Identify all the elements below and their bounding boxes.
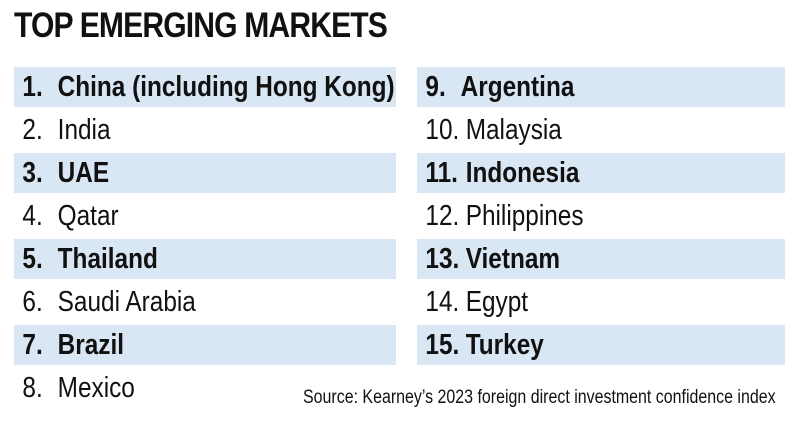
rank-number: 2. [22,113,43,146]
rank-number: 10. [425,113,460,146]
list-item: 2. India [14,110,396,150]
country-name: China (including Hong Kong) [57,70,395,103]
rank-number: 12. [425,199,460,232]
page-title: TOP EMERGING MARKETS [14,6,388,45]
rank-number: 7. [22,328,43,361]
rank-number: 4. [22,199,43,232]
list-item: 3. UAE [14,153,396,193]
ranking-column-right: 9. Argentina 10. Malaysia 11. Indonesia 12.… [417,67,785,368]
list-item: 13. Vietnam [417,239,785,279]
country-name: Vietnam [465,242,561,275]
country-name: Malaysia [465,113,562,146]
rank-number: 8. [22,371,43,404]
country-name: Egypt [465,285,529,318]
country-name: Argentina [460,70,575,103]
country-name: Mexico [57,371,135,404]
list-item: 5. Thailand [14,239,396,279]
list-item: 1. China (including Hong Kong) [14,67,396,107]
country-name: Qatar [57,199,119,232]
country-name: Thailand [57,242,158,275]
list-item: 11. Indonesia [417,153,785,193]
list-item: 7. Brazil [14,325,396,365]
country-name: UAE [57,156,110,189]
rank-number: 13. [425,242,460,275]
country-name: Philippines [465,199,584,232]
rank-number: 14. [425,285,460,318]
country-name: India [57,113,111,146]
country-name: Saudi Arabia [57,285,196,318]
list-item: 10. Malaysia [417,110,785,150]
list-item: 8. Mexico [14,368,396,408]
rank-number: 9. [425,70,446,103]
ranking-column-left: 1. China (including Hong Kong) 2. India 3.… [14,67,396,411]
rank-number: 15. [425,328,460,361]
rank-number: 11. [425,156,458,189]
country-name: Turkey [465,328,544,361]
rank-number: 5. [22,242,43,275]
list-item: 12. Philippines [417,196,785,236]
source-note: Source: Kearney’s 2023 foreign direct in… [303,387,776,408]
country-name: Brazil [57,328,125,361]
list-item: 9. Argentina [417,67,785,107]
rank-number: 6. [22,285,43,318]
list-item: 4. Qatar [14,196,396,236]
rank-number: 1. [22,70,43,103]
list-item: 6. Saudi Arabia [14,282,396,322]
list-item: 14. Egypt [417,282,785,322]
country-name: Indonesia [465,156,580,189]
rank-number: 3. [22,156,43,189]
list-item: 15. Turkey [417,325,785,365]
